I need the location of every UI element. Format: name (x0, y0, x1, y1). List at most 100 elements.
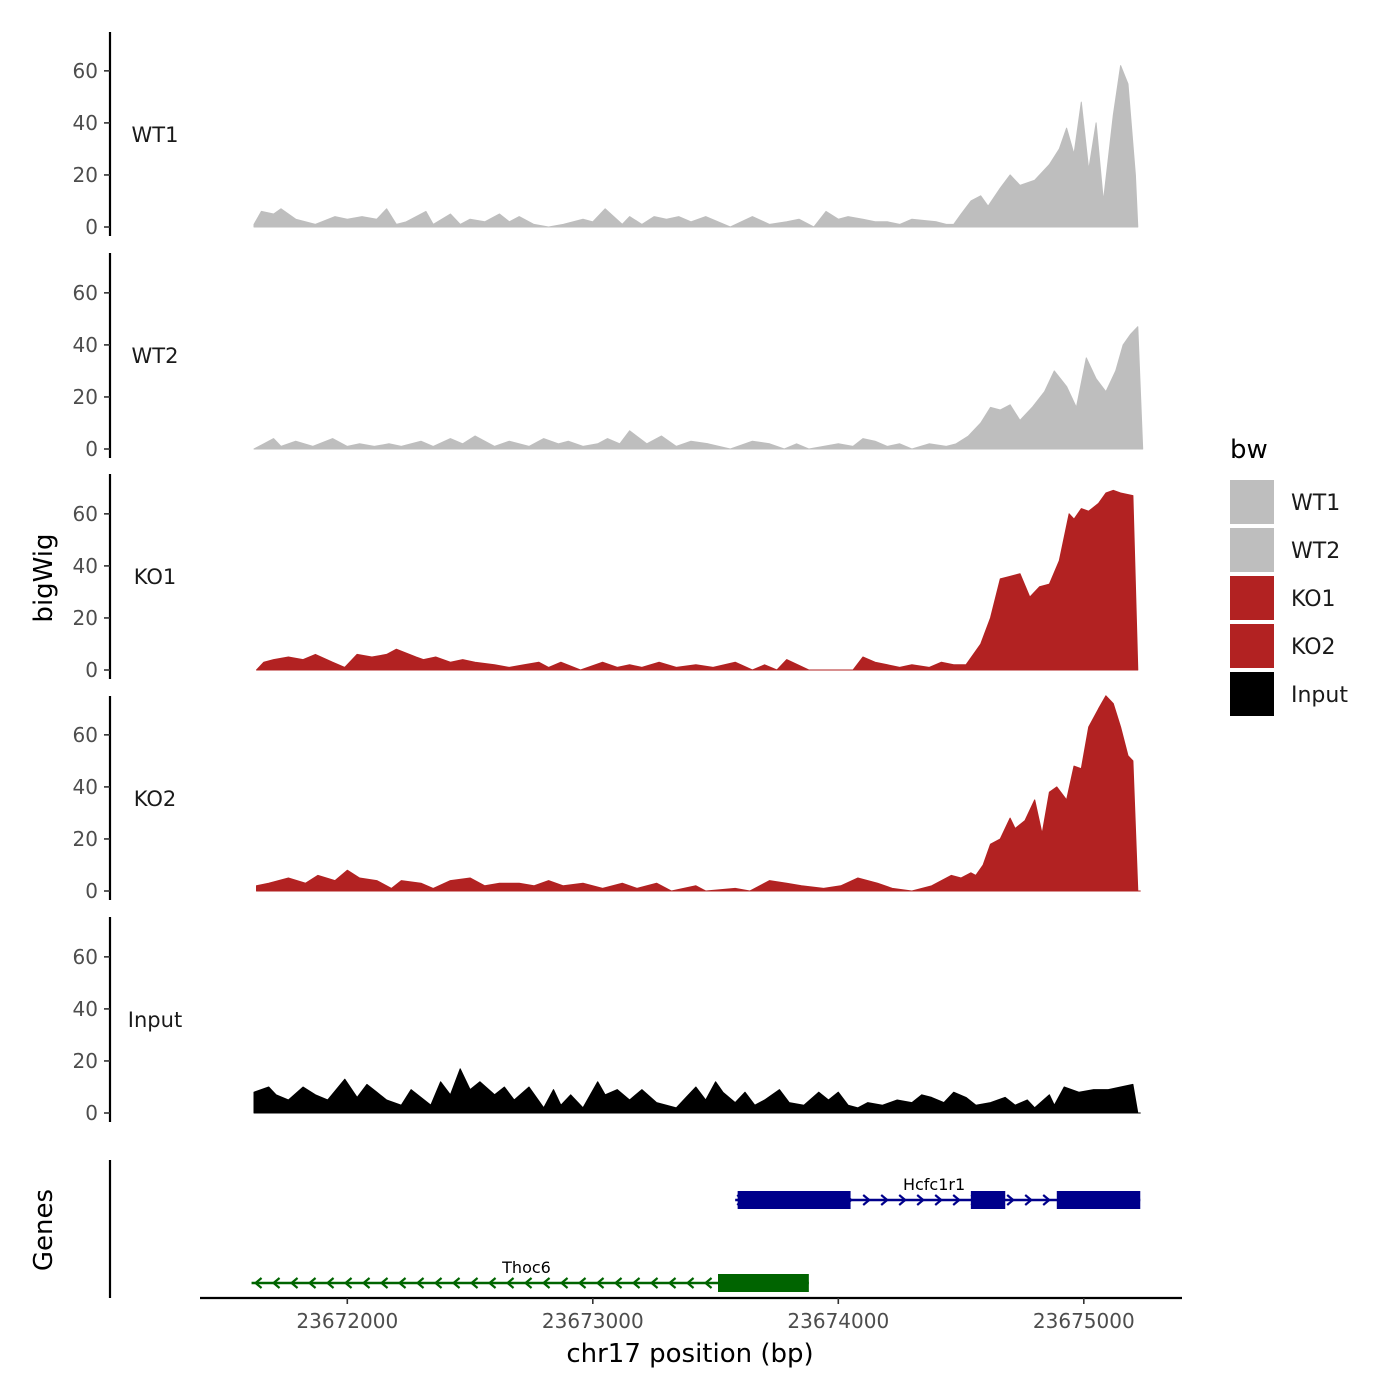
coverage-area-input (253, 1068, 1141, 1114)
strand-arrow (469, 1277, 479, 1289)
x-tick-label: 23672000 (296, 1309, 398, 1333)
y-tick-label: 40 (73, 554, 98, 578)
track-ko2: 0 20 40 60 KO2 (73, 695, 1141, 903)
track-label: KO2 (134, 787, 177, 811)
legend-label: WT2 (1291, 539, 1340, 564)
y-tick-label: 60 (73, 59, 98, 83)
strand-arrow (862, 1194, 871, 1206)
track-wt2: 0 20 40 60 WT2 (73, 253, 1144, 461)
legend-label: KO1 (1291, 587, 1336, 612)
coverage-area-wt2 (253, 326, 1144, 450)
x-tick-label: 23673000 (542, 1309, 644, 1333)
track-label: WT1 (132, 123, 179, 147)
strand-arrow (307, 1277, 317, 1289)
y-tick-label: 60 (73, 945, 98, 969)
y-tick-label: 20 (73, 385, 98, 409)
strand-arrow (505, 1277, 515, 1289)
strand-arrow (343, 1277, 353, 1289)
strand-arrow (631, 1277, 641, 1289)
x-axis: 23672000 23673000 23674000 23675000 (200, 1296, 1182, 1333)
y-tick-label: 40 (73, 997, 98, 1021)
x-tick-label: 23675000 (1033, 1309, 1135, 1333)
strand-arrow (433, 1277, 443, 1289)
track-wt1: 0 20 40 60 WT1 (73, 32, 1139, 239)
strand-arrow (1024, 1194, 1033, 1206)
strand-arrow (289, 1277, 299, 1289)
gene-exon (1056, 1191, 1141, 1209)
strand-arrow (559, 1277, 569, 1289)
strand-arrow (1042, 1194, 1051, 1206)
strand-arrow (916, 1194, 925, 1206)
legend-label: Input (1291, 683, 1348, 708)
gene-exon (718, 1274, 809, 1292)
strand-arrow (541, 1277, 551, 1289)
strand-arrow (613, 1277, 623, 1289)
y-tick-label: 60 (73, 281, 98, 305)
legend-title: bw (1230, 435, 1268, 465)
strand-arrow (451, 1277, 461, 1289)
strand-arrow (487, 1277, 497, 1289)
track-label: KO1 (134, 565, 177, 589)
y-tick-label: 40 (73, 775, 98, 799)
y-tick-label: 0 (85, 215, 98, 239)
gene-label: Thoc6 (501, 1258, 551, 1277)
strand-arrow (577, 1277, 587, 1289)
legend-label: WT1 (1291, 491, 1340, 516)
gene-exon (737, 1191, 851, 1209)
coverage-area-ko2 (256, 695, 1141, 892)
y-tick-label: 0 (85, 437, 98, 461)
y-tick-label: 40 (73, 333, 98, 357)
legend-label: KO2 (1291, 635, 1336, 660)
y-tick-label: 40 (73, 111, 98, 135)
track-ko1: 0 20 40 60 KO1 (73, 474, 1139, 682)
strand-arrow (934, 1194, 943, 1206)
strand-arrow (271, 1277, 281, 1289)
track-input: 0 20 40 60 Input (73, 917, 1141, 1125)
y-tick-label: 20 (73, 606, 98, 630)
y-tick-label: 0 (85, 879, 98, 903)
strand-arrow (898, 1194, 907, 1206)
track-label: WT2 (132, 344, 179, 368)
gene-track: Hcfc1r1 Thoc6 (108, 1160, 1141, 1298)
strand-arrow (667, 1277, 677, 1289)
strand-arrow (1006, 1194, 1015, 1206)
legend-swatch-input (1230, 672, 1274, 716)
strand-arrow (685, 1277, 695, 1289)
strand-arrow (952, 1194, 961, 1206)
x-axis-title: chr17 position (bp) (566, 1339, 813, 1369)
coverage-area-ko1 (256, 489, 1139, 671)
y-tick-label: 0 (85, 1101, 98, 1125)
y-axis-title: bigWig (29, 533, 59, 622)
strand-arrow (253, 1277, 263, 1289)
strand-arrow (880, 1194, 889, 1206)
legend-swatch-wt2 (1230, 528, 1274, 572)
gene-hcfc1r1: Hcfc1r1 (735, 1175, 1141, 1209)
x-tick-label: 23674000 (787, 1309, 889, 1333)
gene-thoc6: Thoc6 (251, 1258, 809, 1292)
legend-swatch-ko1 (1230, 576, 1274, 620)
strand-arrow (523, 1277, 533, 1289)
y-tick-label: 60 (73, 502, 98, 526)
strand-arrow (361, 1277, 371, 1289)
y-tick-label: 20 (73, 163, 98, 187)
y-tick-label: 20 (73, 827, 98, 851)
gene-label: Hcfc1r1 (903, 1175, 965, 1194)
strand-arrow (649, 1277, 659, 1289)
y-tick-label: 0 (85, 658, 98, 682)
y-tick-label: 20 (73, 1049, 98, 1073)
strand-arrow (415, 1277, 425, 1289)
coverage-area-wt1 (253, 65, 1139, 228)
strand-arrow (397, 1277, 407, 1289)
legend-swatch-wt1 (1230, 480, 1274, 524)
strand-arrow (595, 1277, 605, 1289)
legend: bw WT1 WT2 KO1 KO2 Input (1230, 435, 1348, 716)
genes-axis-title: Genes (29, 1189, 59, 1271)
track-label: Input (128, 1008, 182, 1032)
y-tick-label: 60 (73, 723, 98, 747)
gene-exon (970, 1191, 1006, 1209)
coverage-tracks: 0 20 40 60 WT1 0 20 40 60 WT2 0 20 40 60 KO1 0 20 40 60 KO2… (73, 32, 1144, 1125)
strand-arrow (703, 1277, 713, 1289)
strand-arrow (379, 1277, 389, 1289)
legend-swatch-ko2 (1230, 624, 1274, 668)
